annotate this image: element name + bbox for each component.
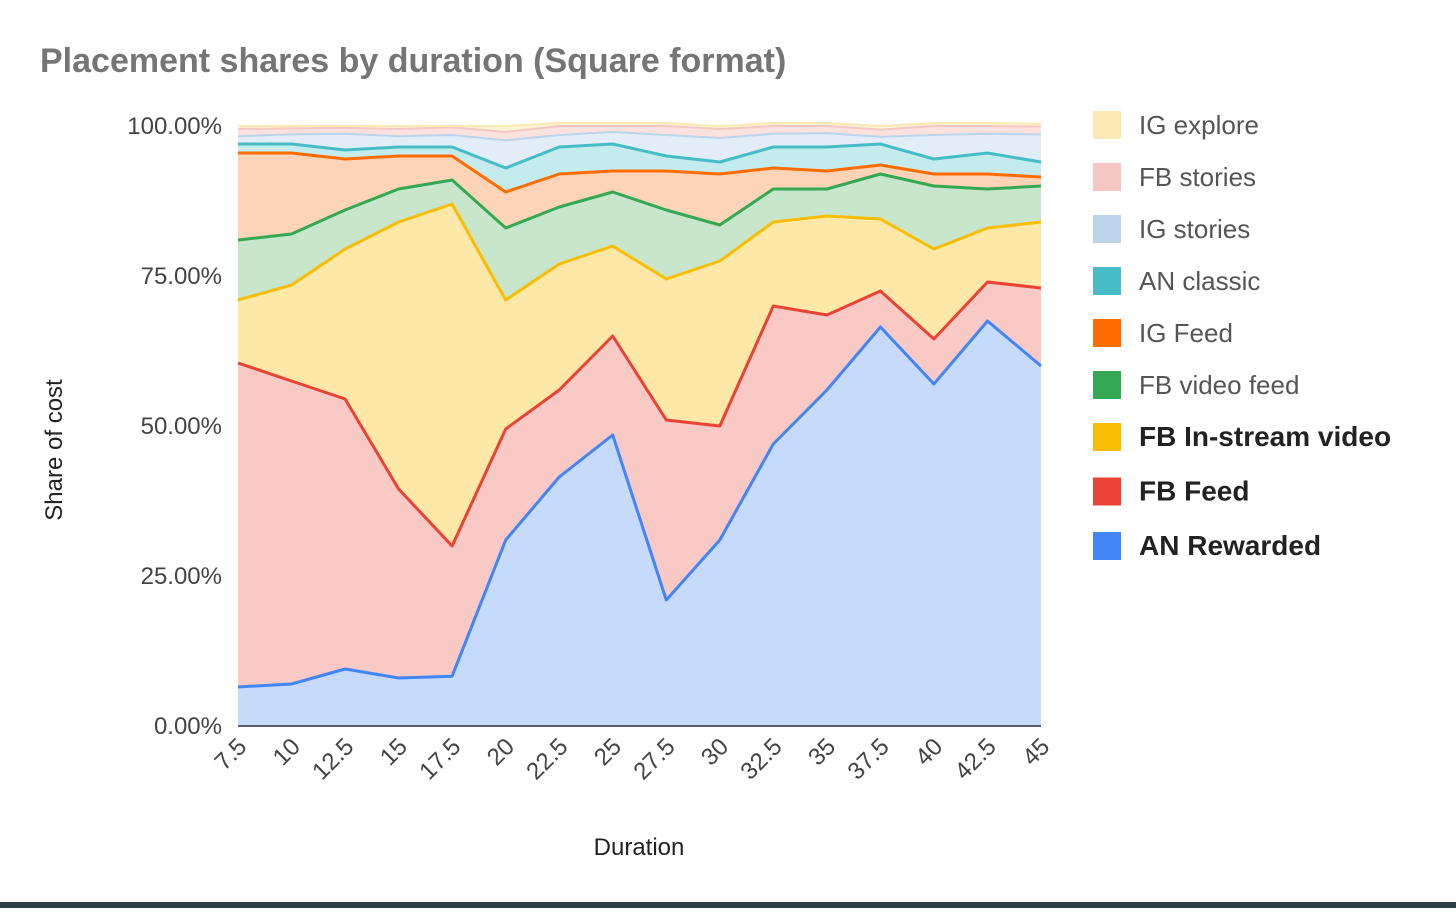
- x-tick-label: 32.5: [735, 733, 787, 785]
- line-fb-feed: [237, 280, 1042, 548]
- legend-label: FB Feed: [1139, 476, 1249, 507]
- x-tick-label: 30: [696, 733, 734, 771]
- y-tick-label: 25.00%: [141, 563, 222, 590]
- y-tick-label: 100.00%: [127, 113, 222, 140]
- legend-swatch: [1093, 163, 1121, 191]
- x-tick-label: 17.5: [414, 733, 466, 785]
- legend-swatch: [1093, 319, 1121, 347]
- x-tick-label: 15: [375, 733, 413, 771]
- y-tick-label: 75.00%: [141, 263, 222, 290]
- x-tick-label: 42.5: [950, 733, 1002, 785]
- x-tick-label: 25: [589, 733, 627, 771]
- line-an-classic: [238, 142, 1042, 170]
- area-ig-feed: [238, 153, 1041, 240]
- x-tick-label: 12.5: [307, 733, 359, 785]
- area-fills: [238, 123, 1041, 726]
- legend-item: IG explore: [1093, 110, 1259, 140]
- area-fb-in-stream-video: [238, 204, 1041, 546]
- series-lines: [237, 122, 1042, 689]
- line-ig-explore: [238, 122, 1042, 127]
- legend-item: FB stories: [1093, 162, 1256, 192]
- x-axis: 7.5 10 12.5 15 17.5 20 22.5 25 27.5 30 32.5 35 37.5 4…: [210, 725, 1055, 785]
- x-tick-label: 40: [910, 733, 948, 771]
- legend-label: IG stories: [1139, 214, 1250, 244]
- area-fb-feed: [238, 282, 1041, 687]
- y-tick-label: 50.00%: [141, 413, 222, 440]
- bottom-border: [0, 902, 1456, 908]
- x-tick-label: 22.5: [521, 733, 573, 785]
- legend-item: AN classic: [1093, 266, 1260, 296]
- y-tick-label: 0.00%: [154, 713, 222, 740]
- legend-item: FB Feed: [1093, 476, 1249, 507]
- legend-item: AN Rewarded: [1093, 530, 1321, 561]
- line-fb-in-stream-video: [237, 202, 1042, 302]
- legend-label: FB In-stream video: [1139, 421, 1391, 452]
- legend-item: FB In-stream video: [1093, 421, 1391, 452]
- legend-item: FB video feed: [1093, 370, 1299, 400]
- area-fb-video-feed: [238, 174, 1041, 300]
- line-fb-stories: [237, 125, 1042, 133]
- line-ig-stories: [237, 131, 1042, 142]
- legend-swatch: [1093, 423, 1121, 451]
- legend-item: IG Feed: [1093, 318, 1233, 348]
- x-axis-title: Duration: [594, 834, 685, 861]
- x-tick-label: 10: [268, 733, 306, 771]
- area-an-rewarded: [238, 321, 1041, 726]
- line-fb-video-feed: [237, 172, 1042, 242]
- legend-swatch: [1093, 111, 1121, 139]
- x-tick-label: 27.5: [628, 733, 680, 785]
- area-ig-explore: [238, 123, 1041, 132]
- legend: IG explore FB stories IG stories AN classic…: [1093, 110, 1391, 561]
- x-tick-label: 20: [482, 733, 520, 771]
- legend-label: FB stories: [1139, 162, 1256, 192]
- legend-swatch: [1093, 477, 1121, 506]
- y-axis: 0.00% 25.00% 50.00% 75.00% 100.00%: [127, 113, 222, 740]
- legend-swatch: [1093, 371, 1121, 399]
- legend-swatch: [1093, 532, 1121, 560]
- legend-swatch: [1093, 215, 1121, 243]
- chart-title: Placement shares by duration (Square for…: [40, 42, 786, 80]
- line-an-rewarded: [237, 319, 1042, 689]
- legend-label: AN Rewarded: [1139, 530, 1321, 561]
- legend-label: IG Feed: [1139, 318, 1233, 348]
- legend-label: FB video feed: [1139, 370, 1299, 400]
- x-tick-label: 45: [1017, 733, 1055, 771]
- line-ig-feed: [238, 151, 1042, 194]
- x-tick-label: 35: [803, 733, 841, 771]
- legend-item: IG stories: [1093, 214, 1250, 244]
- y-axis-title: Share of cost: [41, 379, 68, 521]
- legend-label: AN classic: [1139, 266, 1260, 296]
- legend-label: IG explore: [1139, 110, 1259, 140]
- x-tick-label: 37.5: [843, 733, 895, 785]
- legend-swatch: [1093, 267, 1121, 295]
